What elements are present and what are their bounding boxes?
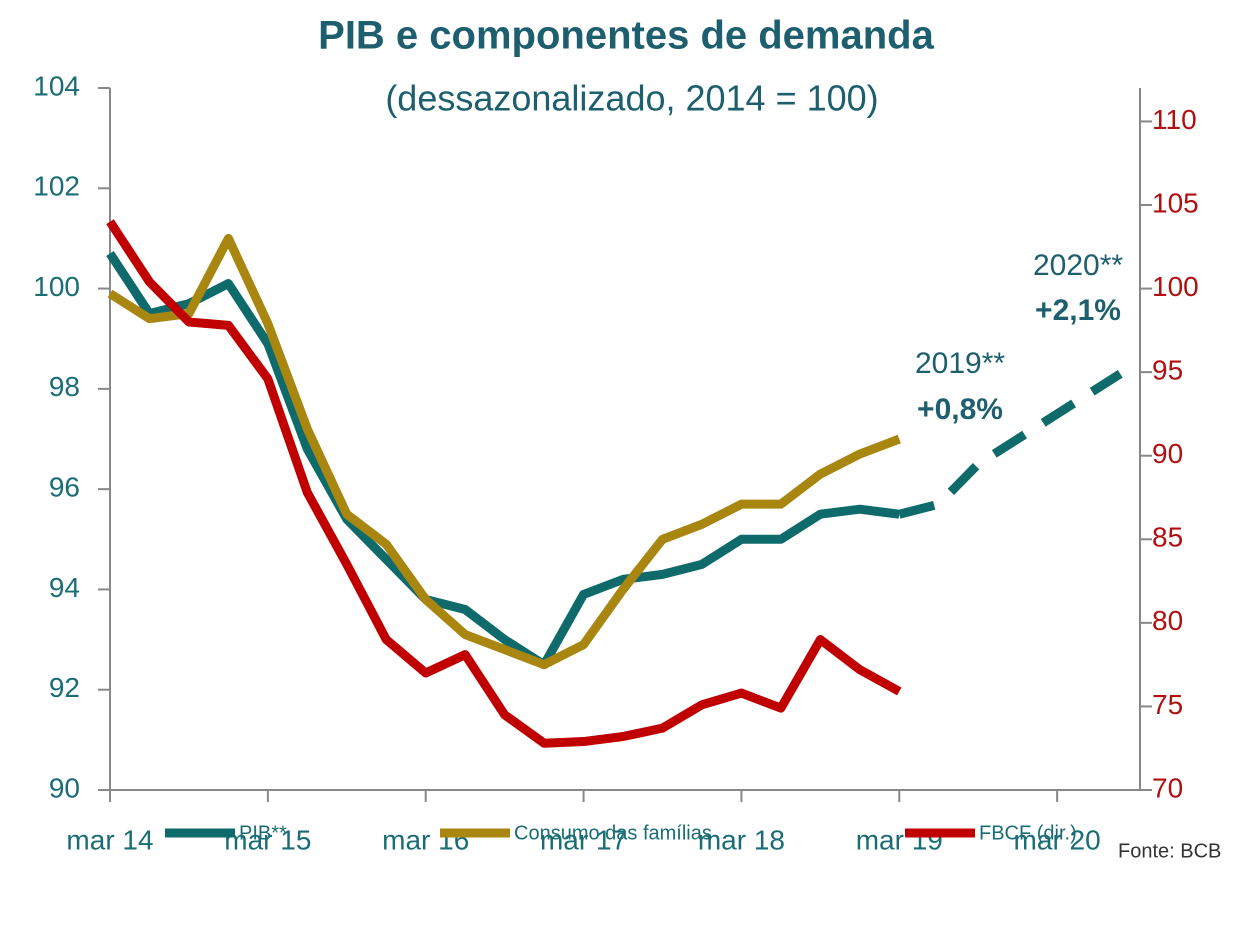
x-tick-label: mar 17 bbox=[540, 824, 627, 855]
y-tick-label: 96 bbox=[49, 472, 80, 503]
y-tick-label: 104 bbox=[33, 70, 80, 101]
y2-tick-label: 80 bbox=[1152, 605, 1183, 636]
legend-label: FBCF (dir.) bbox=[979, 822, 1077, 844]
legend-label: PIB** bbox=[239, 822, 287, 844]
line bbox=[106, 219, 902, 748]
line bbox=[106, 251, 900, 670]
chart-title: PIB e componentes de demanda bbox=[318, 14, 934, 58]
y-tick-label: 94 bbox=[49, 572, 80, 603]
source: Fonte: BCB bbox=[1118, 840, 1221, 862]
y2-tick-label: 110 bbox=[1152, 104, 1197, 135]
y2-tick-label: 100 bbox=[1152, 271, 1199, 302]
legend-label: Consumo das famílias bbox=[514, 822, 712, 844]
y-tick-label: 90 bbox=[49, 772, 80, 803]
annotation: +2,1% bbox=[1035, 294, 1121, 327]
y2-tick-label: 105 bbox=[1152, 187, 1199, 218]
y2-tick-label: 70 bbox=[1152, 772, 1183, 803]
annotation: 2019** bbox=[915, 347, 1005, 380]
x-tick-label: mar 14 bbox=[66, 824, 153, 855]
annotation: 2020** bbox=[1033, 249, 1123, 282]
y2-tick-label: 90 bbox=[1152, 438, 1183, 469]
y-tick-label: 92 bbox=[49, 672, 80, 703]
y2-tick-label: 75 bbox=[1152, 689, 1183, 720]
annotation: +0,8% bbox=[917, 393, 1003, 426]
chart-subtitle: (dessazonalizado, 2014 = 100) bbox=[385, 78, 878, 119]
y-tick-label: 100 bbox=[33, 271, 80, 302]
y2-tick-label: 95 bbox=[1152, 355, 1183, 386]
x-tick-label: mar 18 bbox=[698, 824, 785, 855]
y-tick-label: 102 bbox=[33, 171, 80, 202]
x-tick-label: mar 20 bbox=[1014, 824, 1101, 855]
y2-tick-label: 85 bbox=[1152, 522, 1183, 553]
x-tick-label: mar 15 bbox=[224, 824, 311, 855]
projection-line bbox=[898, 370, 1123, 519]
line bbox=[107, 233, 901, 670]
y-tick-label: 98 bbox=[49, 371, 80, 402]
